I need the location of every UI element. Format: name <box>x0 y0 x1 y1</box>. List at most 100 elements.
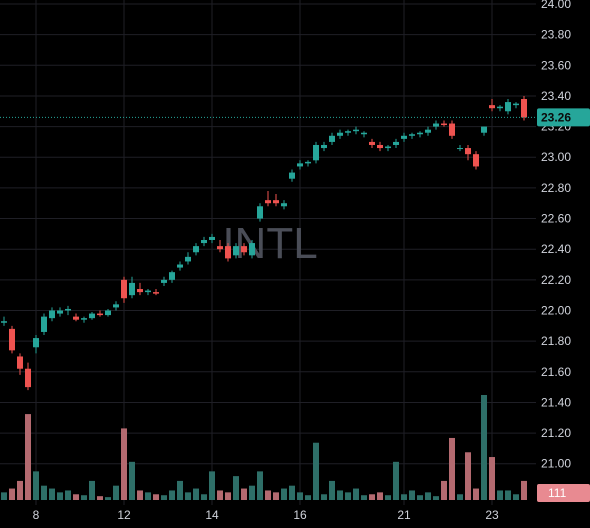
candle-body <box>425 129 431 133</box>
candle <box>201 236 207 247</box>
candle-body <box>193 246 199 253</box>
volume-bar <box>289 485 295 500</box>
candle <box>409 132 415 139</box>
volume-bar <box>361 495 367 500</box>
candle <box>193 243 199 256</box>
volume-bar <box>209 471 215 500</box>
volume-bar <box>97 496 103 500</box>
volume-bar <box>337 490 343 500</box>
candle-body <box>417 132 423 135</box>
volume-bar <box>505 490 511 500</box>
candle <box>265 190 271 207</box>
candle-body <box>113 304 119 308</box>
candle-body <box>505 102 511 112</box>
candle <box>481 126 487 136</box>
candle <box>489 99 495 112</box>
candle-body <box>289 172 295 179</box>
y-tick-label: 23.80 <box>541 28 571 42</box>
y-tick-label: 22.80 <box>541 181 571 195</box>
volume-bar <box>273 492 279 500</box>
candle-body <box>393 141 399 145</box>
candle <box>433 120 439 130</box>
candle-body <box>321 144 327 149</box>
y-tick-label: 23.60 <box>541 58 571 72</box>
candle <box>345 129 351 136</box>
x-tick-label: 23 <box>485 508 499 522</box>
candle <box>225 243 231 262</box>
candle <box>393 138 399 149</box>
volume-bar <box>129 461 135 500</box>
volume-bar <box>417 495 423 500</box>
candle-body <box>169 272 175 280</box>
candle <box>329 132 335 145</box>
candle-body <box>185 256 191 262</box>
volume-bar <box>25 414 31 500</box>
candle-body <box>329 135 335 142</box>
candle <box>113 301 119 311</box>
candle-body <box>129 282 135 296</box>
candle-body <box>273 200 279 204</box>
volume-bar <box>193 488 199 500</box>
candle-body <box>457 148 463 150</box>
volume-bar <box>73 494 79 500</box>
candle-body <box>225 246 231 259</box>
volume-bar <box>201 494 207 500</box>
candle-body <box>41 316 47 332</box>
candle-body <box>297 163 303 167</box>
volume-bar <box>329 480 335 500</box>
candle-body <box>521 99 527 118</box>
volume-bar <box>369 494 375 500</box>
candle-body <box>313 144 319 161</box>
candle-body <box>345 131 351 133</box>
volume-bar <box>185 492 191 500</box>
time-axis[interactable]: 8 12 14 16 21 23 <box>33 508 499 522</box>
volume-bar <box>489 457 495 500</box>
candle-body <box>209 236 215 240</box>
candle-body <box>497 106 503 109</box>
volume-bar <box>169 490 175 500</box>
x-tick-label: 8 <box>33 508 40 522</box>
volume-bar <box>521 480 527 500</box>
candle-body <box>161 279 167 283</box>
candle-body <box>369 141 375 145</box>
candle <box>425 126 431 136</box>
candle <box>25 362 31 391</box>
candle <box>305 160 311 167</box>
volume-bar <box>65 490 71 500</box>
volume-bar <box>481 395 487 500</box>
candle <box>497 105 503 112</box>
candle-body <box>89 313 95 319</box>
candle-body <box>385 146 391 149</box>
candle <box>89 312 95 320</box>
last-price-label-text: 23.26 <box>541 110 571 124</box>
volume-label: 111 <box>537 484 590 502</box>
candle <box>17 353 23 375</box>
candle <box>361 131 367 138</box>
candle-body <box>441 123 447 126</box>
volume-bar <box>9 488 15 500</box>
price-axis[interactable]: 24.0023.8023.6023.4023.2023.0022.8022.60… <box>541 0 571 471</box>
candle-body <box>9 328 15 351</box>
x-tick-label: 16 <box>293 508 307 522</box>
candle-body <box>121 279 127 299</box>
last-price-label-background <box>537 108 590 127</box>
candle <box>249 240 255 259</box>
candle <box>161 276 167 286</box>
candle <box>473 151 479 170</box>
candle-body <box>73 316 79 320</box>
volume-bar <box>305 495 311 500</box>
candle <box>441 120 447 127</box>
candle-body <box>57 310 63 314</box>
candle-body <box>353 129 359 132</box>
candle <box>121 276 127 303</box>
candle <box>41 313 47 336</box>
candle <box>353 126 359 135</box>
candle-body <box>1 321 7 323</box>
candle <box>513 102 519 109</box>
candle <box>401 132 407 142</box>
volume-bar <box>345 492 351 500</box>
candle-body <box>377 144 383 149</box>
candle-body <box>305 161 311 164</box>
price-candles <box>1 95 527 391</box>
